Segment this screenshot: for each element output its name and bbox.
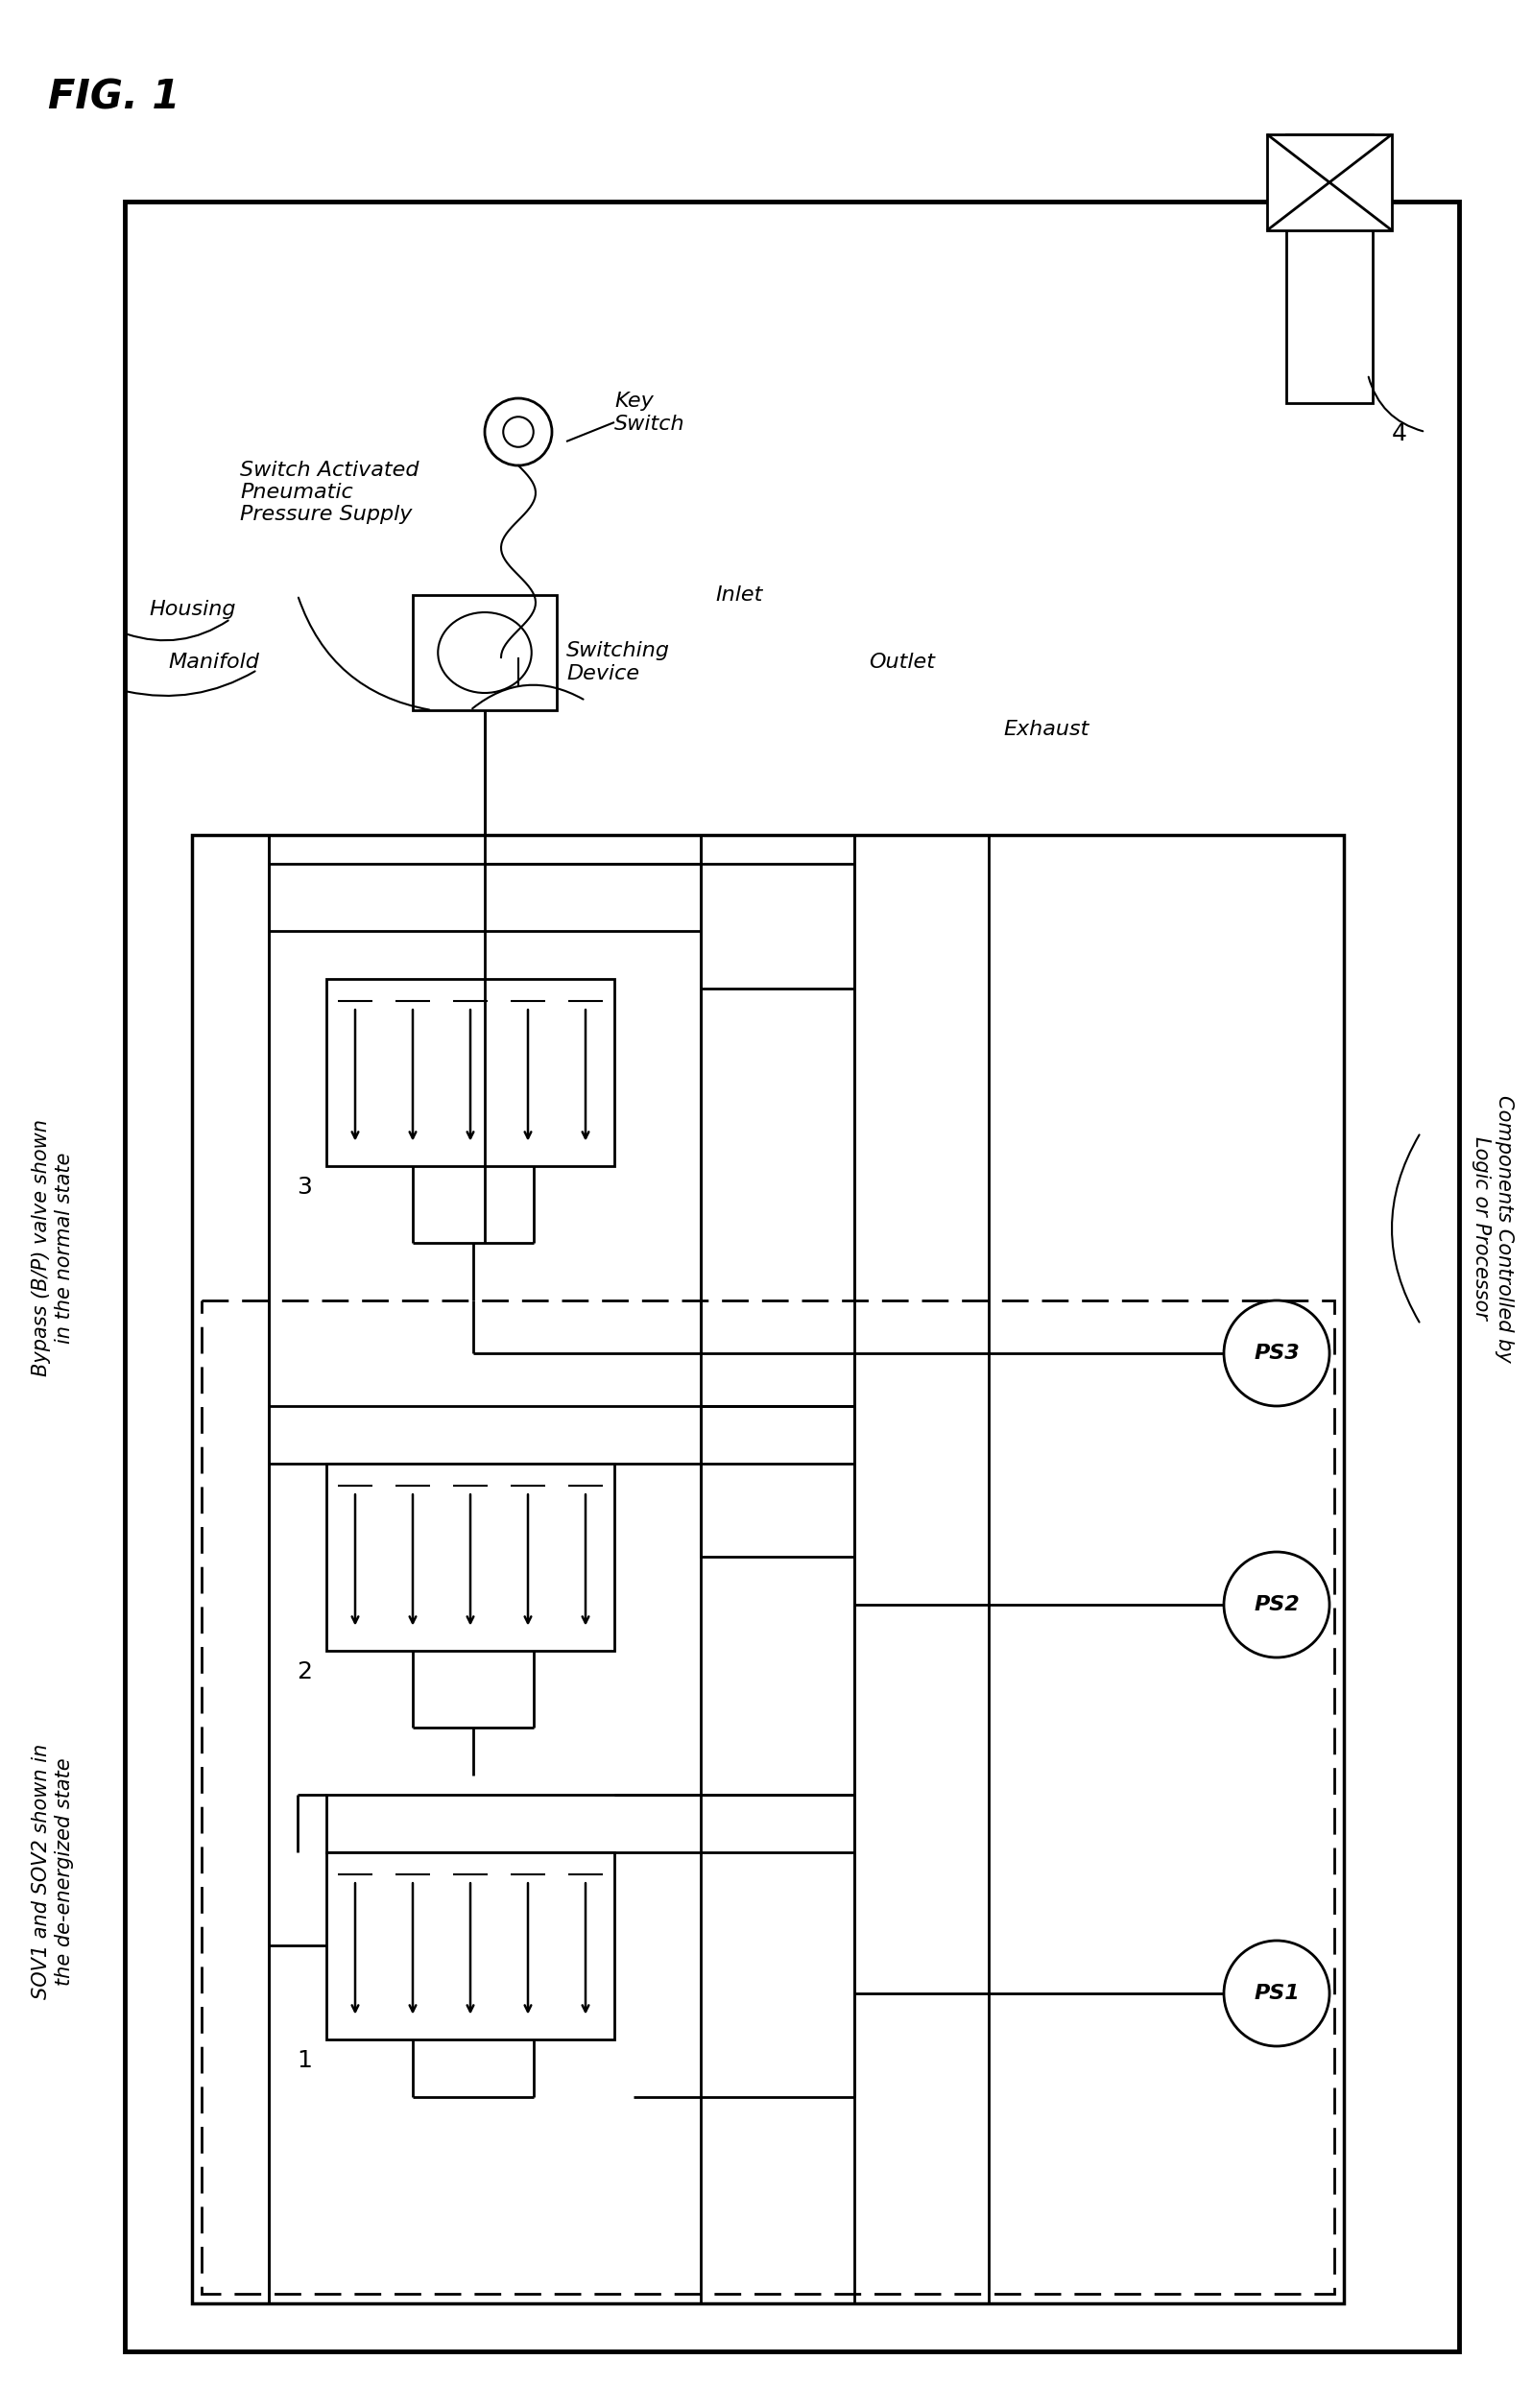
Circle shape <box>484 397 552 465</box>
Text: Bypass (B/P) valve shown
in the normal state: Bypass (B/P) valve shown in the normal s… <box>32 1120 74 1377</box>
Bar <box>124 202 1458 2350</box>
Circle shape <box>1224 1551 1330 1657</box>
Text: 4: 4 <box>1393 421 1408 445</box>
Text: Key
Switch: Key Switch <box>614 393 685 433</box>
Text: Outlet: Outlet <box>869 653 935 672</box>
Bar <box>202 1300 1334 2295</box>
Text: Housing: Housing <box>149 600 236 619</box>
Text: Components Controlled by
Logic or Processor: Components Controlled by Logic or Proces… <box>1472 1096 1514 1363</box>
Bar <box>1287 135 1373 402</box>
Bar <box>326 1464 614 1652</box>
Bar <box>412 595 556 710</box>
Text: Inlet: Inlet <box>715 585 763 604</box>
Circle shape <box>1224 1941 1330 2047</box>
Text: PS3: PS3 <box>1253 1344 1299 1363</box>
Bar <box>326 980 614 1165</box>
Bar <box>192 836 1344 2304</box>
Text: 3: 3 <box>297 1175 313 1199</box>
Bar <box>1267 135 1393 231</box>
Text: 1: 1 <box>297 2049 313 2073</box>
Text: Exhaust: Exhaust <box>1003 720 1089 739</box>
Bar <box>268 864 700 932</box>
Text: PS1: PS1 <box>1253 1984 1299 2003</box>
Bar <box>326 1794 855 1852</box>
Bar <box>268 1406 855 1464</box>
Text: Switching
Device: Switching Device <box>567 641 669 684</box>
Text: SOV1 and SOV2 shown in
the de-energized state: SOV1 and SOV2 shown in the de-energized … <box>32 1743 74 1999</box>
Text: FIG. 1: FIG. 1 <box>47 77 179 118</box>
Text: Switch Activated
Pneumatic
Pressure Supply: Switch Activated Pneumatic Pressure Supp… <box>241 460 418 525</box>
Text: PS2: PS2 <box>1253 1594 1299 1613</box>
Text: Manifold: Manifold <box>169 653 259 672</box>
Bar <box>326 1852 614 2040</box>
Circle shape <box>1224 1300 1330 1406</box>
Bar <box>700 864 855 990</box>
Bar <box>700 1406 855 1556</box>
Text: 2: 2 <box>297 1662 313 1683</box>
Circle shape <box>502 417 533 448</box>
